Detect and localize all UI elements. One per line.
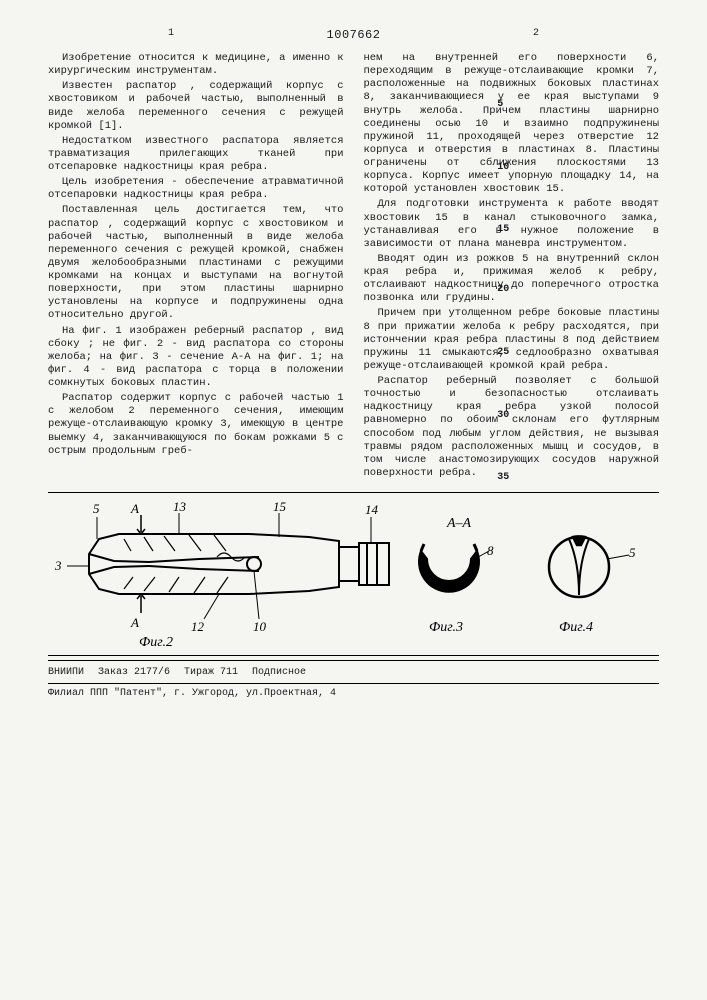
ref-3: 3	[54, 558, 62, 573]
fig4-label: Фиг.4	[559, 620, 593, 635]
line-num: 5	[497, 99, 503, 112]
figures-panel: 5 13 15 14 3 12 10 А А Фиг.2 8 А–А Фиг.3	[48, 492, 659, 656]
line-num: 20	[497, 284, 509, 297]
para: Цель изобретения - обеспечение атравмати…	[48, 176, 344, 202]
line-num: 10	[497, 162, 509, 175]
line-num: 25	[497, 347, 509, 360]
col-num-left: 1	[168, 28, 174, 41]
ref-8: 8	[487, 543, 494, 558]
fig2-label: Фиг.2	[139, 635, 173, 649]
patent-number: 1007662	[327, 28, 381, 43]
section-arrow-bot: А	[130, 615, 139, 630]
para: Для подготовки инструмента к работе ввод…	[364, 198, 660, 251]
header: 1 1007662 2	[48, 28, 659, 46]
body-columns: Изобретение относится к медицине, а имен…	[48, 52, 659, 482]
section-arrow-top: А	[130, 501, 139, 516]
para: Причем при утолщенном ребре боковые плас…	[364, 307, 660, 373]
para: Распатор содержит корпус с рабочей часть…	[48, 392, 344, 458]
line-num: 15	[497, 224, 509, 237]
fig2-drawing	[67, 513, 389, 619]
right-column: 5 10 15 20 25 30 35 нем на внутренней ег…	[364, 52, 660, 482]
ref-12: 12	[191, 619, 205, 634]
ref-13: 13	[173, 499, 187, 514]
footer-tirazh: Тираж 711	[184, 667, 238, 680]
para: Изобретение относится к медицине, а имен…	[48, 52, 344, 78]
section-label: А–А	[445, 516, 471, 531]
footer: ВНИИПИ Заказ 2177/6 Тираж 711 Подписное …	[48, 660, 659, 700]
left-column: Изобретение относится к медицине, а имен…	[48, 52, 344, 482]
footer-sub: Подписное	[252, 667, 306, 680]
para: Недостатком известного распатора являетс…	[48, 135, 344, 174]
para: Поставленная цель достигается тем, что р…	[48, 204, 344, 322]
figures-svg: 5 13 15 14 3 12 10 А А Фиг.2 8 А–А Фиг.3	[49, 499, 659, 649]
fig4-drawing	[549, 536, 629, 597]
footer-org: ВНИИПИ	[48, 667, 84, 680]
footer-branch: Филиал ППП "Патент", г. Ужгород, ул.Прое…	[48, 688, 659, 701]
line-num: 30	[497, 410, 509, 423]
para: нем на внутренней его поверхности 6, пер…	[364, 52, 660, 196]
fig3-drawing	[419, 544, 489, 592]
para: Вводят один из рожков 5 на внутренний ск…	[364, 253, 660, 306]
ref-14: 14	[365, 502, 379, 517]
ref-5: 5	[93, 501, 100, 516]
para: Распатор реберный позволяет с большой то…	[364, 375, 660, 480]
ref-15: 15	[273, 499, 287, 514]
line-num: 35	[497, 472, 509, 485]
col-num-right: 2	[533, 28, 539, 41]
ref-10: 10	[253, 619, 267, 634]
fig3-label: Фиг.3	[429, 620, 463, 635]
para: На фиг. 1 изображен реберный распатор , …	[48, 325, 344, 391]
ref-5-b: 5	[629, 545, 636, 560]
footer-order: Заказ 2177/6	[98, 667, 170, 680]
para: Известен распатор , содержащий корпус с …	[48, 80, 344, 133]
